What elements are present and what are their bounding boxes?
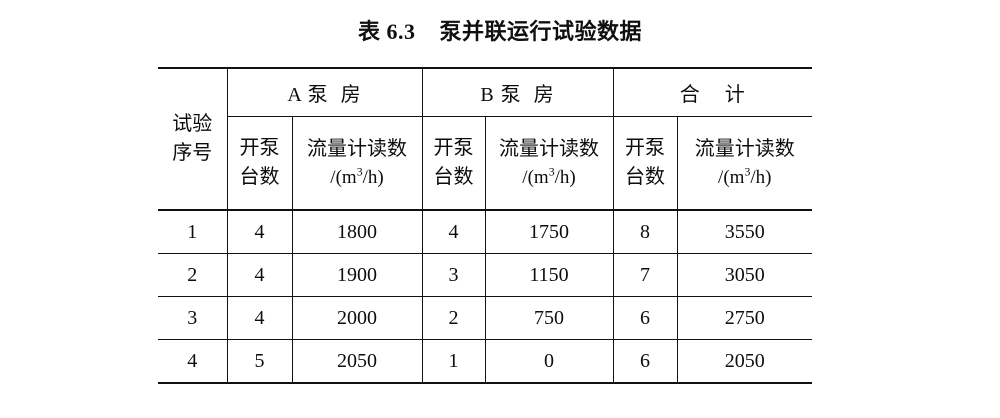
cell-b-flow: 1150 [484,253,614,297]
header-cell-total-flow: 流量计读数 /(m3/h) [676,116,813,211]
cell-total-count: 6 [612,296,678,340]
unit-suffix: /h) [554,166,576,188]
table-row: 1 4 1800 4 1750 8 3550 [158,209,812,254]
header-index-line1: 试验 [172,113,213,135]
header-a-flow-line1: 流量计读数 [307,137,407,160]
cell-a-count: 4 [226,253,293,297]
cell-total-count: 7 [612,253,678,297]
cell-b-flow: 0 [484,339,614,384]
cell-index: 1 [158,209,228,254]
header-a-flow-unit: /(m3/h) [293,164,422,192]
unit-prefix: /(m [522,166,549,188]
table-container: 试验 序号 A 泵 房 B 泵 房 合 计 开泵 台数 流量计读数 /(m3/h… [158,67,812,384]
cell-a-count: 4 [226,209,293,254]
cell-index: 3 [158,296,228,340]
header-cell-b-flow: 流量计读数 /(m3/h) [484,116,614,211]
header-b-count-line2: 台数 [433,166,474,188]
cell-b-flow: 750 [484,296,614,340]
cell-a-flow: 2000 [291,296,423,340]
header-row-groups: 试验 序号 A 泵 房 B 泵 房 合 计 [158,67,812,211]
header-total-flow-unit: /(m3/h) [678,164,813,192]
header-index-line2: 序号 [172,142,213,164]
unit-suffix: /h) [750,166,772,188]
cell-total-count: 8 [612,209,678,254]
cell-b-count: 1 [421,339,486,384]
cell-b-count: 4 [421,209,486,254]
cell-total-count: 6 [612,339,678,384]
cell-a-flow: 2050 [291,339,423,384]
header-cell-a-flow: 流量计读数 /(m3/h) [291,116,423,211]
cell-index: 4 [158,339,228,384]
header-a-count-line1: 开泵 [239,137,280,159]
header-cell-pump-b: B 泵 房 [421,67,614,117]
unit-suffix: /h) [362,166,384,188]
header-cell-b-pump-count: 开泵 台数 [421,116,486,211]
cell-a-flow: 1800 [291,209,423,254]
unit-superscript: 3 [548,165,555,179]
header-b-flow-line1: 流量计读数 [499,137,599,160]
header-cell-index: 试验 序号 [158,67,228,211]
unit-prefix: /(m [330,166,357,188]
cell-a-count: 4 [226,296,293,340]
table-title: 表 6.3 泵并联运行试验数据 [357,19,642,44]
header-total-count-line2: 台数 [625,166,665,188]
cell-a-count: 5 [226,339,293,384]
header-a-count-line2: 台数 [239,166,280,188]
table-row: 2 4 1900 3 1150 7 3050 [158,253,812,297]
header-b-count-line1: 开泵 [433,137,474,159]
cell-total-flow: 3050 [676,253,812,297]
header-cell-total: 合 计 [612,67,812,117]
table-body: 1 4 1800 4 1750 8 3550 2 4 1900 3 1150 7… [158,209,812,384]
header-cell-a-pump-count: 开泵 台数 [227,116,293,211]
table-head: 试验 序号 A 泵 房 B 泵 房 合 计 开泵 台数 流量计读数 /(m3/h… [158,67,813,211]
cell-b-count: 3 [421,253,486,297]
header-total-count-line1: 开泵 [625,137,665,159]
header-cell-total-pump-count: 开泵 台数 [612,116,678,211]
cell-index: 2 [158,253,228,297]
cell-a-flow: 1900 [291,253,423,297]
cell-b-flow: 1750 [484,209,614,254]
header-total-flow-line1: 流量计读数 [694,137,795,160]
cell-total-flow: 2050 [676,339,812,384]
header-cell-pump-a: A 泵 房 [226,67,423,117]
cell-b-count: 2 [421,296,486,340]
unit-prefix: /(m [718,166,745,188]
header-b-flow-unit: /(m3/h) [486,164,613,192]
header-row-subcolumns: 开泵 台数 流量计读数 /(m3/h) 开泵 台数 流量计读数 /(m3/h) [158,116,813,211]
unit-superscript: 3 [744,165,751,179]
table-row: 3 4 2000 2 750 6 2750 [158,296,812,340]
unit-superscript: 3 [356,165,363,179]
cell-total-flow: 3550 [676,209,812,254]
cell-total-flow: 2750 [676,296,812,340]
pump-parallel-test-data-table: 试验 序号 A 泵 房 B 泵 房 合 计 开泵 台数 流量计读数 /(m3/h… [158,67,812,384]
table-row: 4 5 2050 1 0 6 2050 [158,339,812,384]
